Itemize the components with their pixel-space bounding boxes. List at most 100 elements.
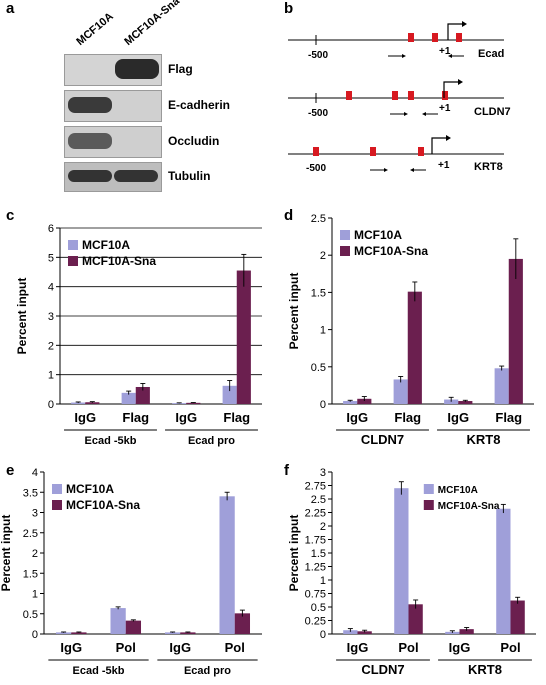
panel-label-b: b <box>284 0 294 17</box>
y-tick-label: 0.75 <box>305 589 326 601</box>
y-tick-label: 0 <box>320 629 326 641</box>
bar <box>407 291 422 404</box>
blot-band <box>68 97 112 113</box>
y-tick-label: 2 <box>32 548 38 560</box>
legend-label: MCF10A <box>438 485 478 496</box>
y-axis-label: Percent input <box>287 515 301 592</box>
promoter-krt8: -500 +1 KRT8 <box>288 135 504 174</box>
group-label: Ecad pro <box>188 435 235 447</box>
y-tick-label: 2.5 <box>311 213 326 225</box>
group-label: CLDN7 <box>361 662 404 677</box>
y-tick-label: 1.5 <box>311 287 326 299</box>
blot-band <box>68 170 112 182</box>
category-label: IgG <box>449 640 471 655</box>
category-label: IgG <box>74 410 96 425</box>
chart-f: 00.25 0.50.75 11.25 1.51.75 22.25 2.52.75 3 Per… <box>287 467 536 677</box>
panel-label-d: d <box>284 207 294 224</box>
legend-label: MCF10A <box>66 482 114 496</box>
group-label: Ecad -5kb <box>85 435 137 447</box>
y-tick-label: 3 <box>32 508 38 520</box>
y-axis-label: Percent input <box>15 278 29 355</box>
y-tick-label: 1 <box>48 370 54 382</box>
blot-row-flag: Flag <box>168 62 193 76</box>
binding-box <box>346 91 352 100</box>
legend-swatch <box>340 246 350 256</box>
promoter-map-panel: -500 +1 Ecad -500 +1 CLDN7 -500 +1 <box>288 21 511 174</box>
y-tick-label: 6 <box>48 223 54 235</box>
blot-band <box>68 133 112 149</box>
y-axis-label: Percent input <box>287 273 301 350</box>
category-label: Pol <box>116 640 136 655</box>
chart-e: 0 0.5 1 1.5 2 2.5 3 3.5 4 Percent input IgG Pol IgG P… <box>0 467 262 677</box>
bar <box>393 379 408 404</box>
category-label: IgG <box>169 640 191 655</box>
bar <box>408 604 423 634</box>
chart-c: 0 1 2 3 4 5 6 Percent input IgG Flag IgG Flag Ecad -… <box>15 223 262 447</box>
blot-strip-occludin <box>64 126 162 158</box>
bar <box>164 632 181 634</box>
y-axis-label: Percent input <box>0 515 13 592</box>
binding-box <box>408 91 414 100</box>
legend-swatch <box>423 484 434 494</box>
bar <box>71 402 86 404</box>
promoter-name-krt8: KRT8 <box>474 161 503 173</box>
legend-label: MCF10A-Sna <box>66 498 140 512</box>
bar <box>236 270 251 404</box>
bar <box>110 608 126 634</box>
blot-row-occludin: Occludin <box>168 134 220 148</box>
y-tick-label: 5 <box>48 252 54 264</box>
y-tick-label: 1.5 <box>311 548 326 560</box>
category-label: Flag <box>394 410 421 425</box>
y-tick-label: 2.5 <box>23 528 38 540</box>
y-tick-label: 2 <box>320 250 326 262</box>
binding-box <box>432 33 438 42</box>
bar <box>186 402 201 404</box>
promoter-tss-label: +1 <box>438 160 450 171</box>
blot-column-mcf10a: MCF10A <box>74 10 116 48</box>
y-tick-label: 1 <box>320 575 326 587</box>
legend-swatch <box>52 500 62 510</box>
y-tick-label: 1.75 <box>305 535 326 547</box>
legend-swatch <box>52 484 62 494</box>
y-tick-label: 0 <box>320 399 326 411</box>
bar <box>135 386 150 404</box>
bar <box>343 401 358 404</box>
y-tick-label: 4 <box>32 467 38 479</box>
promoter-left-label: -500 <box>308 50 328 61</box>
bar <box>55 632 72 634</box>
y-tick-label: 0.25 <box>305 616 326 628</box>
y-tick-label: 1.25 <box>305 562 326 574</box>
blot-strip-tubulin <box>64 162 162 192</box>
bar <box>458 401 473 404</box>
category-label: IgG <box>447 410 469 425</box>
binding-box <box>442 91 448 100</box>
legend-swatch <box>340 230 350 240</box>
group-label: KRT8 <box>468 662 502 677</box>
y-tick-label: 1.5 <box>23 568 38 580</box>
category-label: IgG <box>346 410 368 425</box>
y-tick-label: 2.5 <box>311 494 326 506</box>
binding-box <box>313 147 319 156</box>
blot-strip-e-cadherin <box>64 90 162 122</box>
legend-label: MCF10A-Sna <box>354 244 428 258</box>
y-tick-label: 0.5 <box>311 362 326 374</box>
bar <box>496 508 511 634</box>
binding-box <box>370 147 376 156</box>
bar <box>180 632 196 634</box>
y-tick-label: 0.5 <box>23 609 38 621</box>
blot-band <box>114 170 158 182</box>
y-tick-label: 1 <box>32 589 38 601</box>
group-label: Ecad -5kb <box>73 665 125 677</box>
bar <box>71 632 87 634</box>
blot-column-mcf10a-sna: MCF10A-Sna <box>122 0 182 48</box>
promoter-tss-label: +1 <box>439 46 451 57</box>
y-tick-label: 4 <box>48 282 54 294</box>
binding-box <box>456 33 462 42</box>
chart-d: 0 0.5 1 1.5 2 2.5 Percent input IgG Flag IgG Flag C… <box>287 213 534 447</box>
bar <box>343 630 358 634</box>
bar <box>357 631 372 634</box>
bar <box>508 258 523 404</box>
group-label: Ecad pro <box>184 665 231 677</box>
panel-label-e: e <box>6 462 15 479</box>
category-label: Pol <box>500 640 520 655</box>
